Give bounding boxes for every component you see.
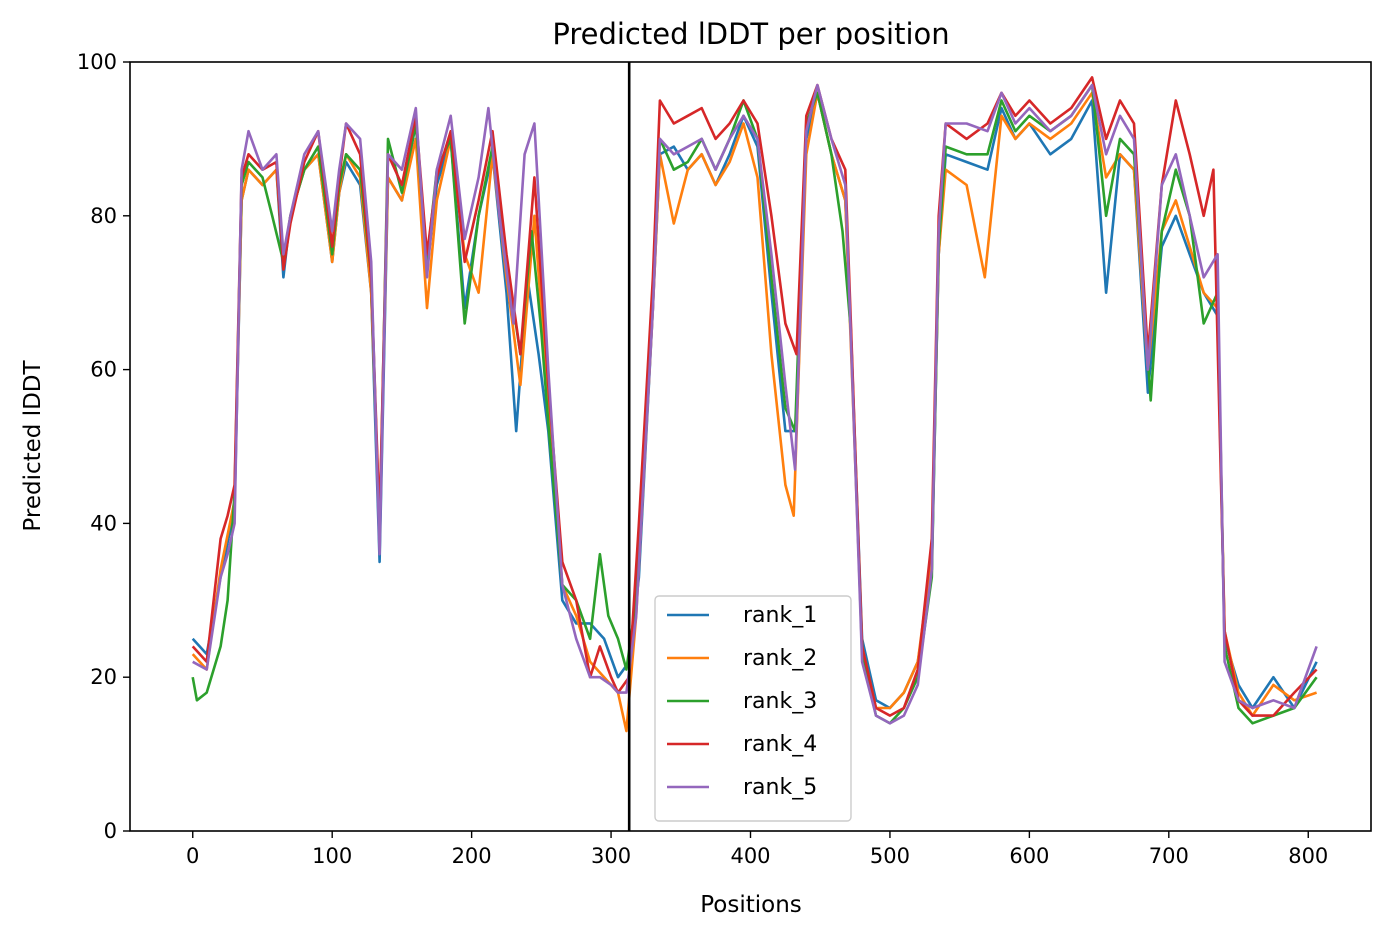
x-tick-label: 100 [312,844,352,868]
legend-label-rank_5: rank_5 [743,775,817,800]
legend-box [654,595,852,822]
x-axis-label: Positions [700,892,802,918]
x-tick-label: 300 [591,844,631,868]
y-axis-label: Predicted lDDT [20,359,46,531]
y-tick-label: 80 [90,204,117,228]
x-tick-label: 0 [186,844,199,868]
y-tick-label: 40 [90,511,117,535]
x-tick-label: 600 [1009,844,1049,868]
x-axis: 0 100 200 300 400 500 600 700 800 [186,831,1328,868]
y-axis: 0 20 40 60 80 100 [77,50,130,843]
y-tick-label: 0 [104,819,117,843]
y-tick-label: 20 [90,665,117,689]
legend-label-rank_2: rank_2 [743,646,817,671]
x-tick-label: 200 [452,844,492,868]
legend-label-rank_4: rank_4 [743,732,817,757]
x-tick-label: 700 [1149,844,1189,868]
x-tick-label: 800 [1288,844,1328,868]
x-tick-label: 400 [730,844,770,868]
plot-area [191,62,1318,831]
legend-label-rank_3: rank_3 [743,689,817,714]
legend: rank_1 rank_2 rank_3 rank_4 rank_5 [654,595,852,822]
series-line-rank_5 [192,83,1318,725]
x-tick-label: 500 [870,844,910,868]
y-tick-label: 100 [77,50,117,74]
legend-label-rank_1: rank_1 [743,603,817,628]
y-tick-label: 60 [90,358,117,382]
chart-title: Predicted lDDT per position [552,17,949,51]
